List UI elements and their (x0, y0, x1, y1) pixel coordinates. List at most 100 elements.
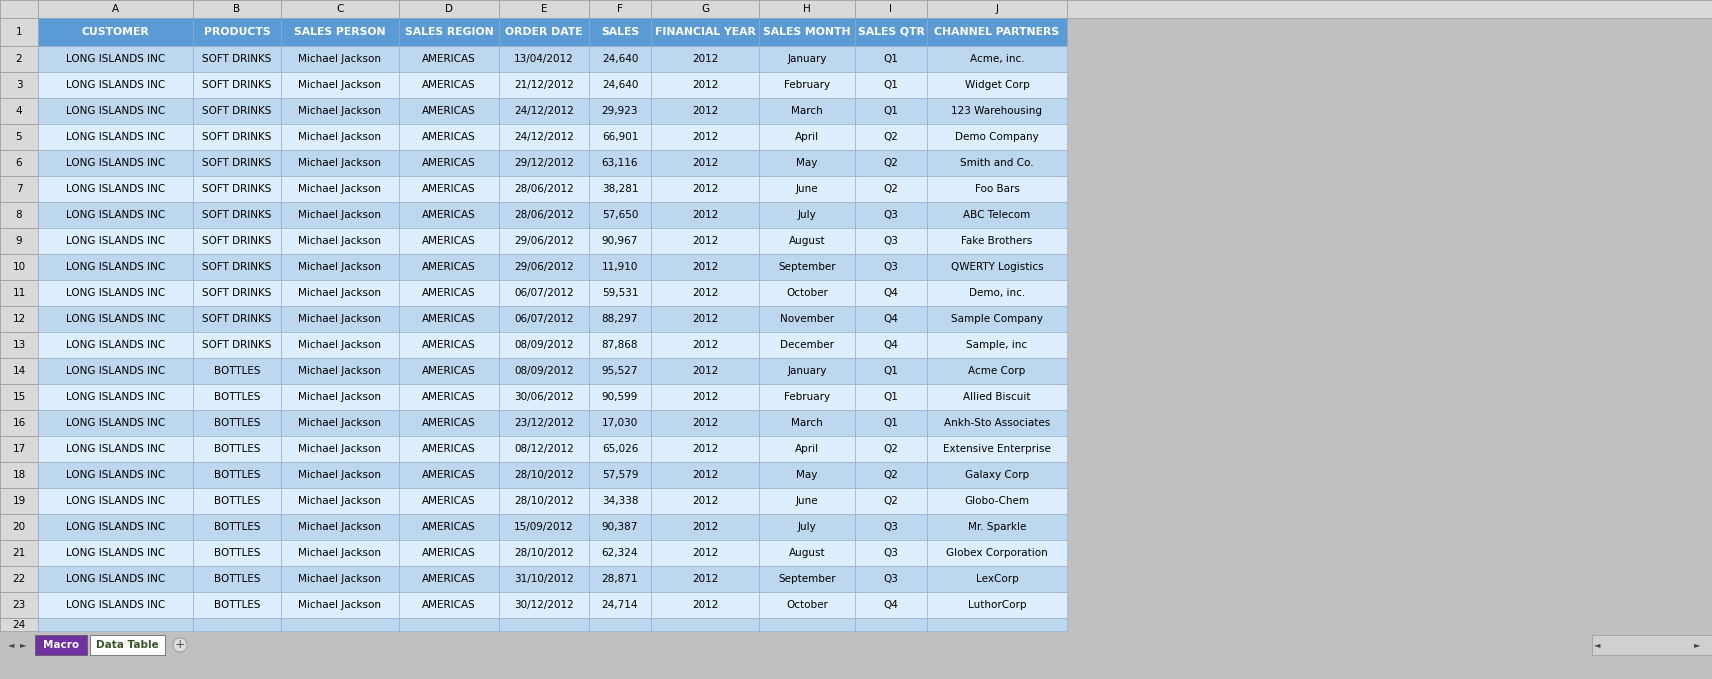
Text: Mr. Sparkle: Mr. Sparkle (967, 522, 1025, 532)
Bar (0, 384, 38, 410)
Bar (589, 0, 651, 18)
Bar (651, 514, 758, 540)
Bar (651, 18, 758, 46)
Bar (926, 488, 1067, 514)
Bar (399, 98, 498, 124)
Bar (193, 358, 281, 384)
Bar (38, 98, 193, 124)
Bar (0, 462, 38, 488)
Text: Michael Jackson: Michael Jackson (298, 600, 382, 610)
Bar (0, 592, 38, 618)
Text: Smith and Co.: Smith and Co. (960, 158, 1034, 168)
Text: 5: 5 (15, 132, 22, 142)
Text: 34,338: 34,338 (601, 496, 639, 506)
Bar (926, 592, 1067, 618)
Text: February: February (784, 392, 830, 402)
Text: 10: 10 (12, 262, 26, 272)
Text: BOTTLES: BOTTLES (214, 548, 260, 558)
Text: SOFT DRINKS: SOFT DRINKS (202, 106, 272, 116)
Bar (758, 98, 854, 124)
Text: LONG ISLANDS INC: LONG ISLANDS INC (65, 236, 164, 246)
Text: 2012: 2012 (692, 210, 719, 220)
Bar (281, 514, 399, 540)
Text: 88,297: 88,297 (601, 314, 639, 324)
Text: AMERICAS: AMERICAS (423, 600, 476, 610)
Text: B: B (233, 4, 241, 14)
Bar (193, 150, 281, 176)
Bar (0, 306, 38, 332)
Bar (0, 540, 38, 566)
Text: 08/09/2012: 08/09/2012 (514, 340, 574, 350)
Text: Michael Jackson: Michael Jackson (298, 392, 382, 402)
Text: AMERICAS: AMERICAS (423, 184, 476, 194)
Text: Sample Company: Sample Company (950, 314, 1043, 324)
Bar (193, 0, 281, 18)
Text: Michael Jackson: Michael Jackson (298, 314, 382, 324)
Text: SOFT DRINKS: SOFT DRINKS (202, 132, 272, 142)
Bar (498, 332, 589, 358)
Bar (399, 566, 498, 592)
Bar (0, 46, 38, 72)
Text: 06/07/2012: 06/07/2012 (514, 314, 574, 324)
Bar (854, 98, 926, 124)
Text: January: January (788, 366, 827, 376)
Text: D: D (445, 4, 454, 14)
Bar (758, 436, 854, 462)
Text: SALES PERSON: SALES PERSON (294, 27, 385, 37)
Text: 20: 20 (12, 522, 26, 532)
Bar (399, 0, 498, 18)
Bar (0, 633, 1712, 659)
Text: 90,387: 90,387 (603, 522, 639, 532)
Text: SOFT DRINKS: SOFT DRINKS (202, 80, 272, 90)
Bar (498, 0, 589, 18)
Text: October: October (786, 600, 829, 610)
Bar (193, 254, 281, 280)
Bar (758, 0, 854, 18)
Bar (651, 436, 758, 462)
Bar (854, 566, 926, 592)
Bar (399, 202, 498, 228)
Bar (281, 592, 399, 618)
Bar (193, 618, 281, 631)
Text: 14: 14 (12, 366, 26, 376)
Text: 57,579: 57,579 (601, 470, 639, 480)
Text: 2012: 2012 (692, 574, 719, 584)
Text: Michael Jackson: Michael Jackson (298, 444, 382, 454)
Text: Sample, inc: Sample, inc (967, 340, 1027, 350)
Bar (589, 280, 651, 306)
Text: September: September (779, 262, 835, 272)
Text: ORDER DATE: ORDER DATE (505, 27, 582, 37)
Text: Q1: Q1 (883, 392, 899, 402)
Text: 2012: 2012 (692, 80, 719, 90)
Bar (399, 332, 498, 358)
Bar (0, 280, 38, 306)
Bar (926, 228, 1067, 254)
Text: Q2: Q2 (883, 444, 899, 454)
Text: 2012: 2012 (692, 366, 719, 376)
Bar (38, 280, 193, 306)
Text: LONG ISLANDS INC: LONG ISLANDS INC (65, 314, 164, 324)
Bar (498, 306, 589, 332)
Text: PRODUCTS: PRODUCTS (204, 27, 270, 37)
Bar (38, 150, 193, 176)
Text: AMERICAS: AMERICAS (423, 106, 476, 116)
Text: May: May (796, 158, 818, 168)
Bar (0, 618, 38, 631)
Text: AMERICAS: AMERICAS (423, 522, 476, 532)
Text: LONG ISLANDS INC: LONG ISLANDS INC (65, 106, 164, 116)
Bar (926, 462, 1067, 488)
Text: Q4: Q4 (883, 288, 899, 298)
Bar (498, 514, 589, 540)
Bar (0, 254, 38, 280)
Bar (926, 124, 1067, 150)
Bar (399, 436, 498, 462)
Text: Michael Jackson: Michael Jackson (298, 288, 382, 298)
Text: April: April (794, 444, 818, 454)
Text: AMERICAS: AMERICAS (423, 574, 476, 584)
Text: Acme Corp: Acme Corp (969, 366, 1025, 376)
Text: AMERICAS: AMERICAS (423, 54, 476, 64)
Bar (651, 462, 758, 488)
Bar (926, 46, 1067, 72)
Text: Q3: Q3 (883, 548, 899, 558)
Bar (38, 0, 193, 18)
